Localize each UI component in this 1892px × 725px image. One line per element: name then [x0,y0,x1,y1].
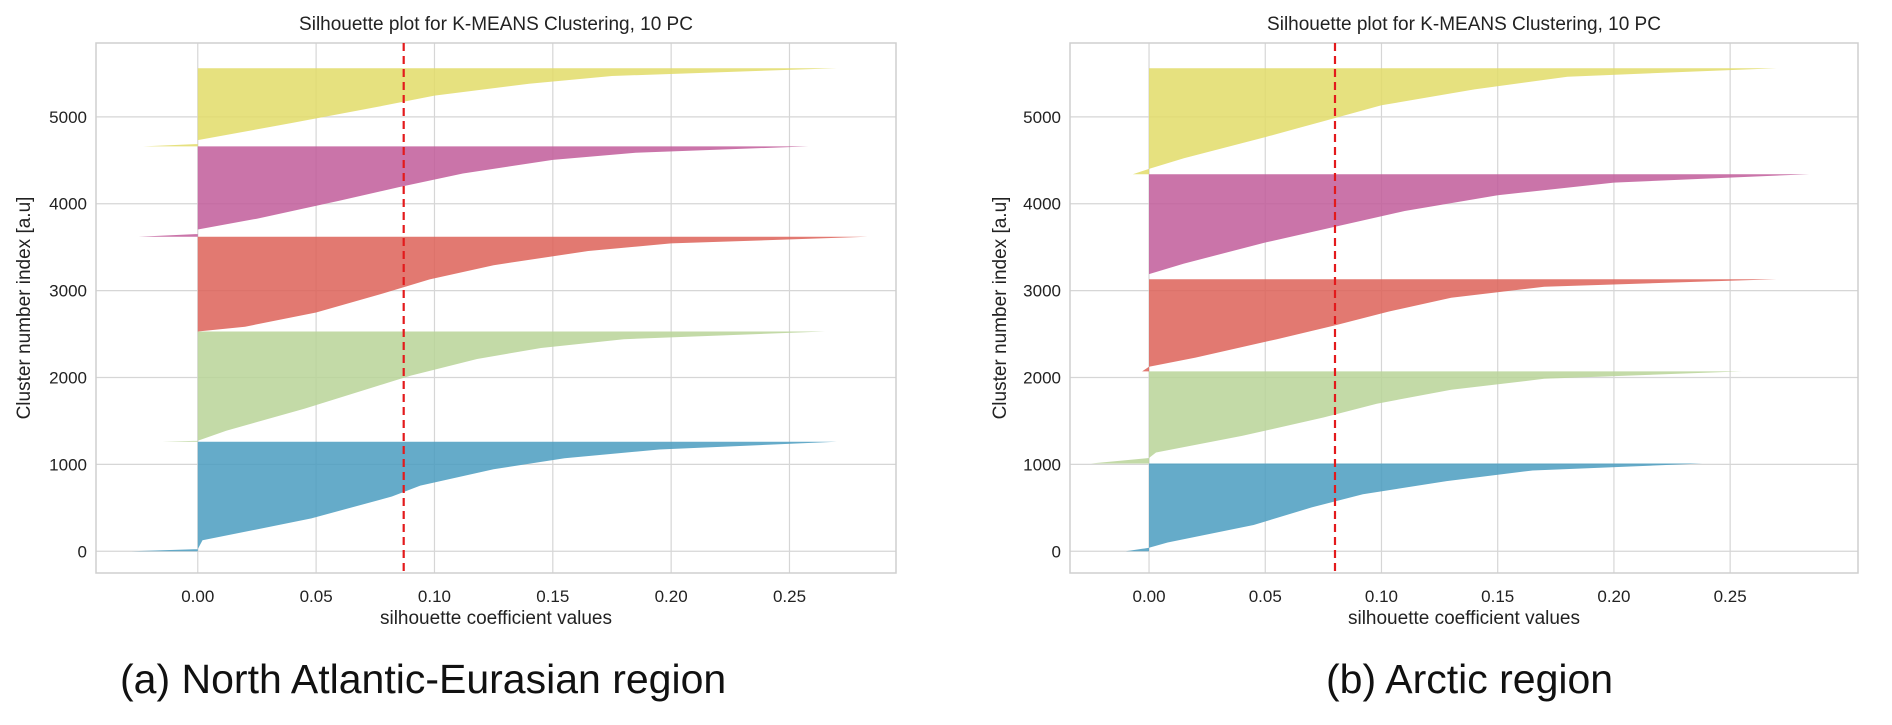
y-tick-label: 3000 [1023,282,1061,301]
x-tick-label: 0.10 [1365,587,1398,606]
cluster-1-silhouette [162,331,826,442]
y-tick-label: 4000 [49,195,87,214]
chart-title: Silhouette plot for K-MEANS Clustering, … [1267,14,1661,35]
caption-b: (b) Arctic region [1326,656,1614,702]
silhouette-chart-b: 0.00 0.05 0.10 0.15 0.20 0.25 0 1000 2000 3000 400… [990,14,1859,629]
cluster-2-silhouette [197,236,868,332]
y-tick-label: 5000 [1023,108,1061,127]
y-tick-label: 1000 [49,455,87,474]
cluster-0-silhouette [131,441,837,552]
silhouette-chart-a: 0.00 0.05 0.10 0.15 0.20 0.25 0 1000 2000 3000 400… [14,14,897,629]
cluster-3-silhouette [138,146,809,237]
y-tick-label: 4000 [1023,195,1061,214]
chart-panel-a: 0.00 0.05 0.10 0.15 0.20 0.25 0 1000 2000 3000 400… [14,14,897,702]
x-tick-label: 0.15 [1481,587,1514,606]
x-tick-label: 0.20 [655,587,688,606]
x-tick-label: 0.05 [1249,587,1282,606]
cluster-4-silhouette [143,68,837,147]
x-axis-label: silhouette coefficient values [1348,608,1580,629]
x-tick-label: 0.20 [1597,587,1630,606]
y-tick-label: 3000 [49,282,87,301]
cluster-4-silhouette [1132,68,1777,175]
y-tick-label: 1000 [1023,455,1061,474]
x-axis-label: silhouette coefficient values [380,608,612,629]
chart-title: Silhouette plot for K-MEANS Clustering, … [299,14,693,35]
x-tick-label: 0.00 [1132,587,1165,606]
y-tick-label: 2000 [49,369,87,388]
cluster-2-silhouette [1142,279,1777,372]
cluster-1-silhouette [1090,371,1742,464]
caption-a: (a) North Atlantic-Eurasian region [120,656,727,702]
plot-frame [1069,42,1859,574]
x-tick-label: 0.15 [536,587,569,606]
x-tick-label: 0.00 [181,587,214,606]
x-tick-label: 0.05 [300,587,333,606]
y-axis-label: Cluster number index [a.u] [990,197,1011,420]
y-tick-label: 0 [78,542,87,561]
silhouette-areas [1090,68,1810,552]
x-tick-label: 0.25 [1714,587,1747,606]
x-tick-label: 0.10 [418,587,451,606]
y-axis-label: Cluster number index [a.u] [14,197,35,420]
chart-panel-b: 0.00 0.05 0.10 0.15 0.20 0.25 0 1000 2000 3000 400… [946,0,1892,725]
y-tick-label: 5000 [49,108,87,127]
y-tick-label: 2000 [1023,369,1061,388]
cluster-3-silhouette [1149,174,1810,280]
cluster-0-silhouette [1125,463,1703,552]
x-tick-label: 0.25 [773,587,806,606]
y-tick-label: 0 [1052,542,1061,561]
silhouette-areas [131,68,868,552]
plot-frame [95,42,897,574]
